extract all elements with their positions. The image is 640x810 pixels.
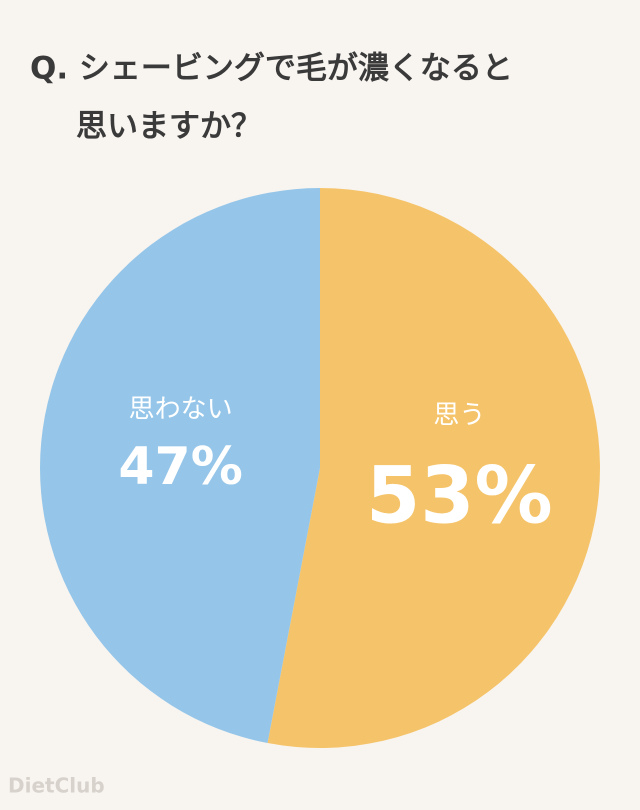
value-label: 47%: [118, 437, 242, 497]
slice-label: 思わない: [129, 394, 233, 424]
chart-title: Q. シェービングで毛が濃くなると: [30, 51, 513, 87]
pie-slice: [267, 188, 600, 748]
watermark: DietClub: [8, 774, 105, 798]
chart-title: 思いますか？: [76, 109, 262, 145]
pie: 思う 53% 思わない 47%: [39, 188, 600, 748]
pie-slice: [39, 188, 320, 744]
slice-label: 思う: [433, 401, 485, 431]
value-label: 53%: [366, 452, 553, 542]
